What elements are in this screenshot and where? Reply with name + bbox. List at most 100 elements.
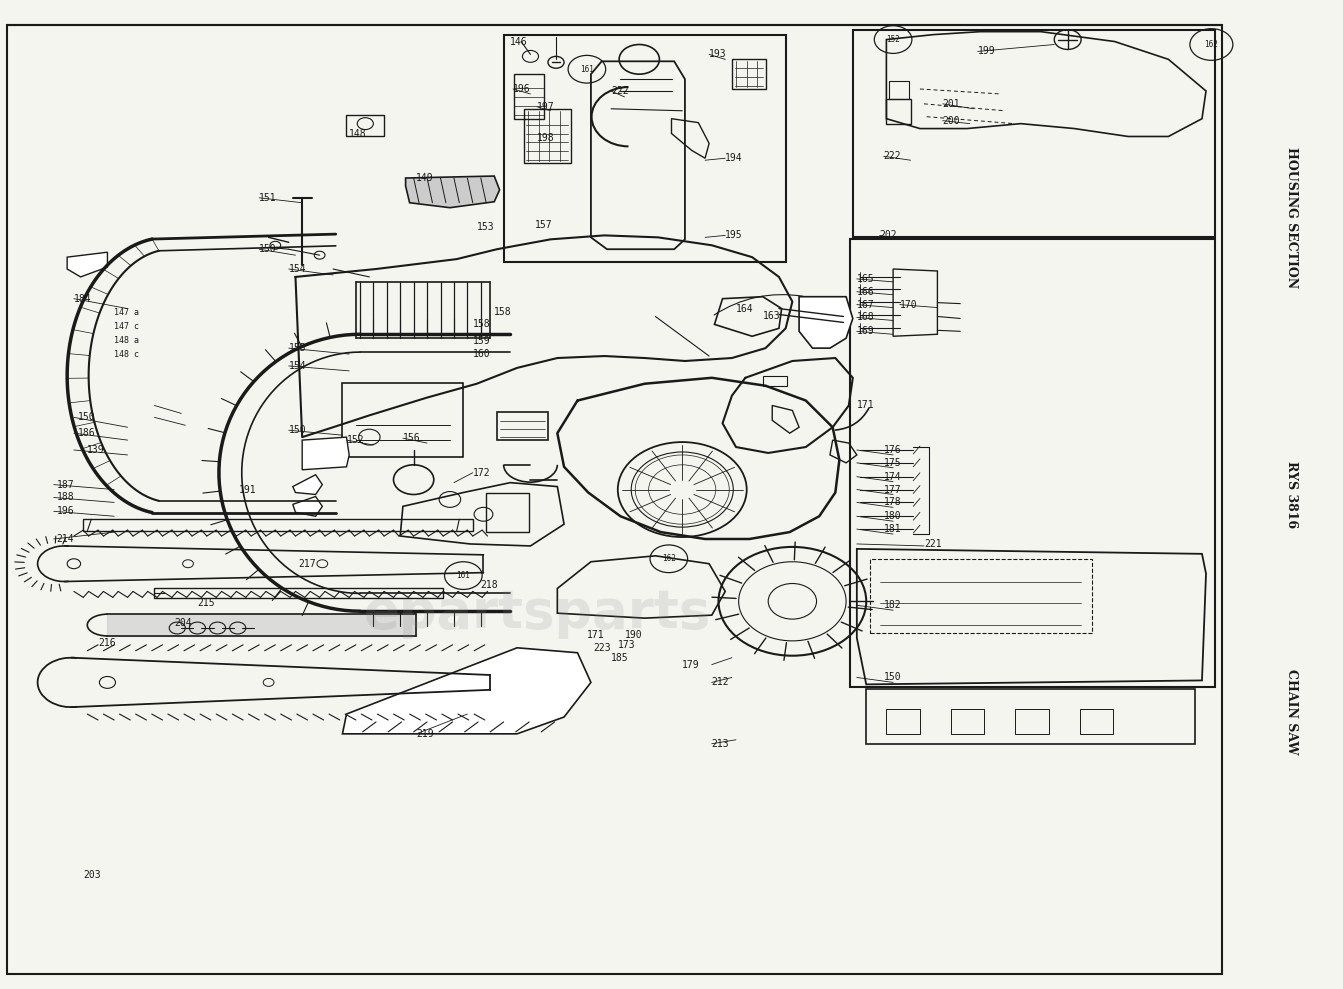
Text: 204: 204: [175, 618, 192, 628]
Text: 152: 152: [346, 435, 364, 445]
Bar: [886, 99, 911, 124]
Text: 198: 198: [537, 134, 555, 143]
Text: 203: 203: [83, 870, 101, 880]
Bar: [951, 709, 984, 734]
Text: 199: 199: [978, 46, 995, 56]
Text: 154: 154: [289, 361, 306, 371]
Text: 182: 182: [884, 600, 901, 610]
Text: 152: 152: [886, 35, 900, 45]
Text: 148 a: 148 a: [114, 335, 140, 345]
Bar: [732, 59, 766, 89]
Text: 177: 177: [884, 485, 901, 494]
Bar: [524, 109, 571, 163]
Text: 216: 216: [98, 638, 115, 648]
Text: 159: 159: [473, 336, 490, 346]
Text: 190: 190: [624, 630, 642, 640]
Text: 197: 197: [537, 102, 555, 112]
Text: 217: 217: [298, 559, 316, 569]
Bar: [850, 239, 1215, 687]
Bar: [886, 709, 920, 734]
Bar: [83, 519, 473, 531]
Text: 163: 163: [763, 312, 780, 321]
Text: 149: 149: [416, 173, 434, 183]
Bar: [486, 493, 529, 532]
Text: 202: 202: [880, 230, 897, 240]
Text: 219: 219: [416, 729, 434, 739]
Text: 148: 148: [349, 129, 367, 138]
Text: 156: 156: [403, 433, 420, 443]
Bar: [1080, 709, 1113, 734]
Text: 146: 146: [510, 37, 528, 46]
Text: 214: 214: [56, 534, 74, 544]
Bar: [866, 689, 1195, 744]
Polygon shape: [293, 496, 322, 516]
Polygon shape: [293, 475, 322, 494]
Text: 139: 139: [87, 445, 105, 455]
Polygon shape: [342, 648, 591, 734]
Text: 196: 196: [513, 84, 530, 94]
Bar: [889, 81, 909, 99]
Bar: [870, 559, 1092, 633]
Text: 164: 164: [736, 304, 753, 314]
Text: 179: 179: [682, 660, 700, 670]
Bar: [514, 74, 544, 119]
Text: 148 c: 148 c: [114, 349, 140, 359]
Text: 175: 175: [884, 458, 901, 468]
Text: 147 a: 147 a: [114, 308, 140, 317]
Text: 168: 168: [857, 313, 874, 322]
Text: 222: 222: [611, 86, 629, 96]
Text: 218: 218: [481, 581, 498, 590]
Text: 171: 171: [587, 630, 604, 640]
Text: 150: 150: [259, 244, 277, 254]
Text: 173: 173: [618, 640, 635, 650]
Text: 165: 165: [857, 274, 874, 284]
Text: 215: 215: [197, 598, 215, 608]
Text: HOUSING SECTION: HOUSING SECTION: [1285, 147, 1299, 288]
Polygon shape: [799, 297, 853, 348]
Text: 162: 162: [662, 554, 676, 564]
Bar: [504, 35, 786, 262]
Text: 193: 193: [709, 49, 727, 59]
Text: 155: 155: [289, 343, 306, 353]
Bar: [763, 376, 787, 386]
Text: 161: 161: [457, 571, 470, 581]
Text: 176: 176: [884, 445, 901, 455]
Text: 181: 181: [884, 524, 901, 534]
Text: 185: 185: [611, 653, 629, 663]
Text: 154: 154: [289, 264, 306, 274]
Text: 158: 158: [473, 319, 490, 329]
Text: 150: 150: [289, 425, 306, 435]
Text: 172: 172: [473, 468, 490, 478]
Text: 167: 167: [857, 300, 874, 310]
Text: epartsparts: epartsparts: [364, 587, 710, 639]
Text: 180: 180: [884, 511, 901, 521]
Text: 162: 162: [1205, 40, 1218, 49]
Text: 147 c: 147 c: [114, 321, 140, 331]
Bar: [497, 412, 548, 440]
Text: 153: 153: [477, 223, 494, 232]
Text: 212: 212: [712, 677, 729, 687]
Text: 171: 171: [857, 401, 874, 410]
Text: 158: 158: [494, 307, 512, 316]
Text: 188: 188: [56, 493, 74, 502]
Text: 223: 223: [594, 643, 611, 653]
Polygon shape: [67, 252, 107, 277]
Text: 200: 200: [943, 116, 960, 126]
Text: 187: 187: [56, 480, 74, 490]
Text: 201: 201: [943, 99, 960, 109]
Bar: [1015, 709, 1049, 734]
Polygon shape: [302, 437, 349, 470]
Text: 213: 213: [712, 739, 729, 749]
Text: 195: 195: [725, 230, 743, 240]
Text: 186: 186: [78, 428, 95, 438]
Text: 191: 191: [239, 485, 257, 494]
Text: 166: 166: [857, 287, 874, 297]
Text: 178: 178: [884, 497, 901, 507]
Text: 222: 222: [884, 151, 901, 161]
Bar: [346, 115, 384, 136]
Text: 151: 151: [259, 193, 277, 203]
Text: 221: 221: [924, 539, 941, 549]
Polygon shape: [406, 176, 500, 208]
Bar: [853, 30, 1215, 237]
Text: 174: 174: [884, 472, 901, 482]
